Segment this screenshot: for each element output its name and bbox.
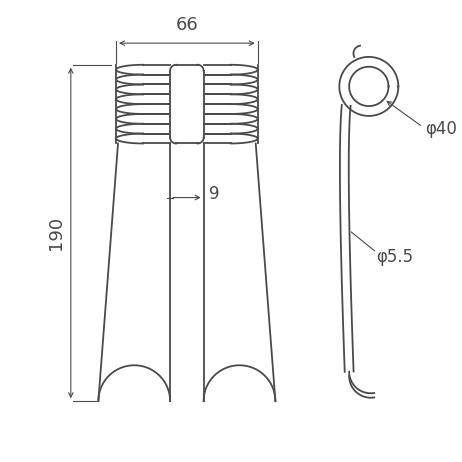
Text: 66: 66: [176, 16, 198, 34]
Text: φ5.5: φ5.5: [377, 248, 413, 266]
Text: φ40: φ40: [425, 120, 457, 138]
Text: 190: 190: [47, 216, 65, 250]
Text: 9: 9: [209, 185, 220, 203]
